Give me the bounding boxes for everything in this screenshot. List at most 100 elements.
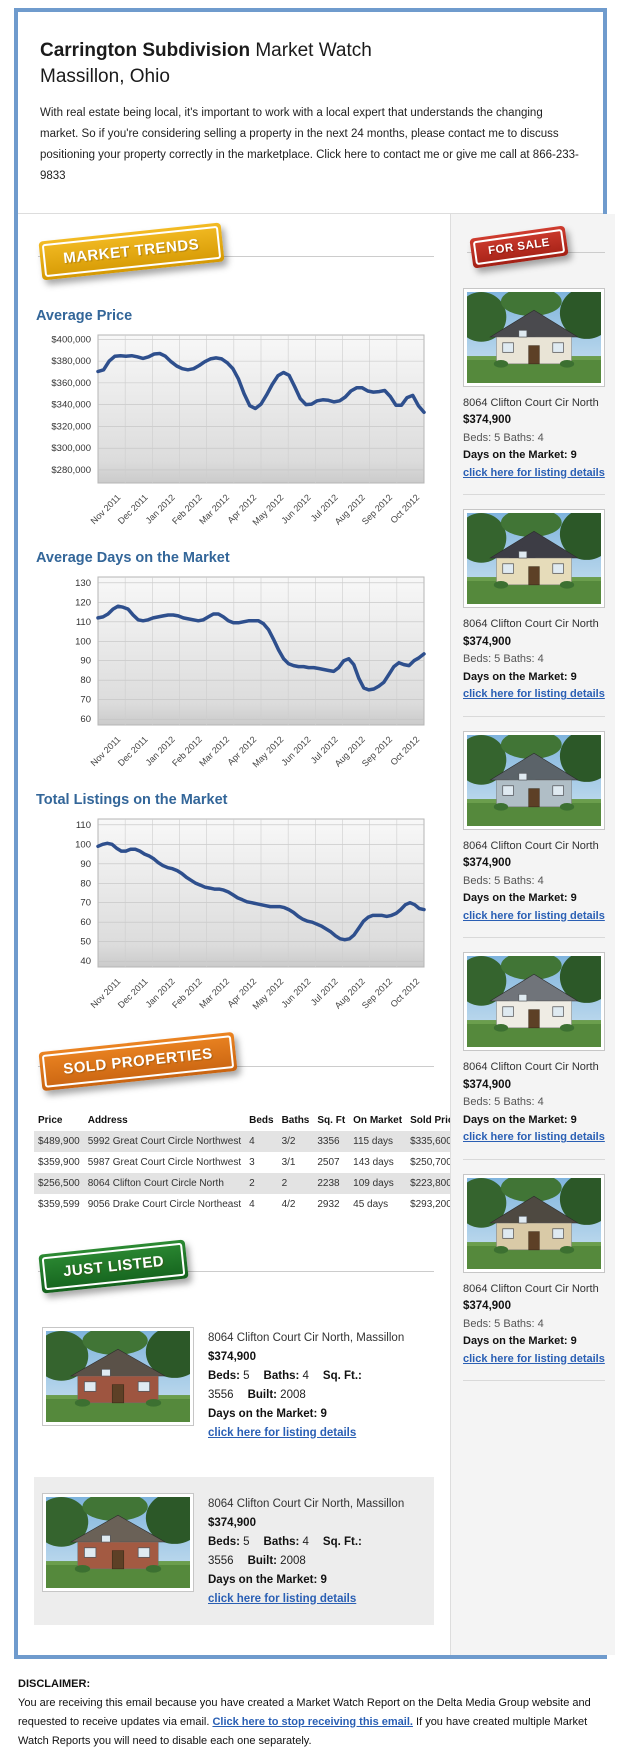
sold-table-cell: 4/2	[281, 1198, 296, 1210]
sold-table-cell: $359,599	[38, 1198, 80, 1210]
sold-table-cell: $293,200	[410, 1198, 452, 1210]
sold-table-cell: $250,700	[410, 1156, 452, 1168]
listing-address: 8064 Clifton Court Cir North	[463, 1282, 599, 1295]
listing-details-link[interactable]: click here for listing details	[208, 1592, 357, 1605]
svg-text:Mar 2012: Mar 2012	[197, 976, 231, 1010]
sold-table-row: $359,599 9056 Drake Court Circle Northeas…	[34, 1194, 463, 1215]
house-photo	[467, 734, 601, 826]
sold-table-cell: 5987 Great Court Circle Northwest	[87, 1156, 242, 1168]
listing-photo[interactable]	[463, 730, 605, 830]
listing-details-link[interactable]: click here for listing details	[208, 1426, 357, 1439]
page-title-neighborhood: Carrington Subdivision	[40, 40, 251, 61]
unsubscribe-link[interactable]: Click here to stop receiving this email.	[212, 1715, 413, 1728]
sold-table-cell: 109 days	[349, 1172, 407, 1194]
page-title-suffix: Market Watch	[255, 40, 372, 61]
sold-table-cell: 45 days	[353, 1198, 389, 1210]
listing-price: $374,900	[208, 1516, 256, 1529]
section-rule	[38, 1270, 434, 1272]
listing-details-link[interactable]: click here for listing details	[463, 1352, 605, 1365]
section-rule	[38, 255, 434, 257]
listing-days-on-market: Days on the Market: 9	[208, 1407, 327, 1420]
listing-beds-baths: Beds: 5 Baths: 4	[463, 431, 544, 444]
house-photo	[467, 1177, 601, 1269]
house-photo	[467, 956, 601, 1047]
listing-price: $374,900	[463, 1078, 511, 1091]
listing-details-link[interactable]: click here for listing details	[463, 909, 605, 922]
sold-properties-section-header: SOLD PROPERTIES	[34, 1031, 434, 1096]
listing-days-on-market: Days on the Market: 9	[463, 1113, 577, 1126]
listing-details-link[interactable]: click here for listing details	[463, 1131, 605, 1143]
svg-text:Mar 2012: Mar 2012	[197, 492, 231, 526]
svg-text:Jun 2012: Jun 2012	[279, 492, 312, 525]
listing-photo[interactable]	[463, 509, 605, 608]
listing-divider	[463, 494, 605, 495]
svg-text:50: 50	[80, 936, 91, 947]
sold-table-cell: 3356	[313, 1130, 350, 1152]
svg-text:Dec 2011: Dec 2011	[116, 976, 150, 1010]
listing-address: 8064 Clifton Court Cir North	[463, 396, 599, 409]
listing-days-on-market: Days on the Market: 9	[463, 670, 577, 683]
listing-days-on-market: Days on the Market: 9	[463, 1335, 577, 1347]
listing-beds-baths: Beds: 5 Baths: 4	[463, 874, 544, 887]
report-header: Carrington Subdivision Market Watch Mass…	[18, 12, 603, 213]
listing-divider	[463, 1380, 605, 1381]
for-sale-listing-card: 8064 Clifton Court Cir North $374,900 Be…	[463, 509, 605, 717]
listing-photo[interactable]	[42, 1326, 194, 1426]
sold-table-cell: $223,800	[406, 1172, 463, 1194]
listing-days-on-market: Days on the Market: 9	[208, 1573, 327, 1586]
sold-table-cell: 5992 Great Court Circle Northwest	[83, 1130, 246, 1152]
just-listed-section-header: JUST LISTED	[34, 1238, 434, 1301]
house-photo	[46, 1330, 190, 1422]
svg-text:120: 120	[75, 597, 91, 608]
listing-photo[interactable]	[42, 1492, 194, 1592]
listing-address: 8064 Clifton Court Cir North	[463, 1061, 599, 1073]
just-listed-card: 8064 Clifton Court Cir North, Massillon …	[34, 1315, 434, 1455]
for-sale-listing-card: 8064 Clifton Court Cir North $374,900 Be…	[463, 730, 605, 938]
svg-text:110: 110	[76, 819, 91, 830]
listing-divider	[463, 1158, 605, 1160]
just-listed-badge: JUST LISTED	[38, 1238, 189, 1294]
listing-details-link[interactable]: click here for listing details	[463, 466, 605, 479]
listing-address: 8064 Clifton Court Cir North	[463, 839, 599, 852]
svg-text:60: 60	[80, 917, 91, 928]
listing-photo[interactable]	[463, 952, 605, 1051]
sold-table-cell: 115 days	[349, 1130, 407, 1152]
listing-spec: Sq. Ft.: 3556	[208, 1535, 362, 1567]
sold-table-cell: 2238	[313, 1172, 350, 1194]
listing-spec: Sq. Ft.: 3556	[208, 1369, 362, 1401]
listing-photo[interactable]	[463, 1173, 605, 1273]
sold-table-cell: 4	[249, 1198, 255, 1210]
sold-properties-badge: SOLD PROPERTIES	[38, 1031, 238, 1091]
house-photo	[46, 1496, 190, 1588]
page-title: Carrington Subdivision Market Watch	[40, 38, 579, 64]
svg-text:90: 90	[80, 858, 91, 869]
for-sale-sidebar: FOR SALE 8064 Clifton Court Cir North $3…	[450, 213, 615, 1655]
svg-text:$300,000: $300,000	[51, 443, 91, 454]
sold-table-cell: 9056 Drake Court Circle Northeast	[87, 1198, 242, 1210]
sold-table-header: Price	[38, 1114, 63, 1126]
svg-text:110: 110	[76, 616, 91, 627]
listing-details-link[interactable]: click here for listing details	[463, 688, 605, 700]
sold-table-cell: $335,600	[406, 1130, 463, 1152]
main-column: MARKET TRENDS Average Price $280,000 $300…	[18, 213, 463, 1655]
intro-paragraph: With real estate being local, it's impor…	[40, 107, 579, 182]
sold-table-cell: $256,500	[34, 1172, 84, 1194]
sold-table-cell: 2	[277, 1172, 314, 1194]
sold-table-cell: $359,900	[38, 1156, 80, 1168]
svg-text:60: 60	[80, 714, 91, 725]
svg-text:80: 80	[80, 878, 91, 889]
listing-specs: Beds: 5 Baths: 4 Sq. Ft.: 3556 Built: 2008	[208, 1533, 426, 1571]
sold-table-header: Beds	[249, 1114, 274, 1126]
listing-days-on-market: Days on the Market: 9	[463, 892, 577, 904]
sold-table-cell: 8064 Clifton Court Circle North	[83, 1172, 246, 1194]
average-price-chart: $280,000 $300,000 $320,000 $340,000 $360,000…	[34, 330, 430, 530]
sold-table-row: $489,900 5992 Great Court Circle Northwes…	[34, 1130, 463, 1152]
svg-text:80: 80	[80, 675, 91, 686]
listing-photo[interactable]	[463, 287, 605, 387]
for-sale-listing-card: 8064 Clifton Court Cir North $374,900 Be…	[463, 952, 605, 1160]
for-sale-section-header: FOR SALE	[463, 224, 605, 274]
svg-text:$280,000: $280,000	[51, 464, 91, 475]
svg-text:Dec 2011: Dec 2011	[116, 734, 150, 768]
listing-spec: Baths: 4	[263, 1535, 309, 1548]
svg-text:Oct 2012: Oct 2012	[388, 492, 421, 525]
